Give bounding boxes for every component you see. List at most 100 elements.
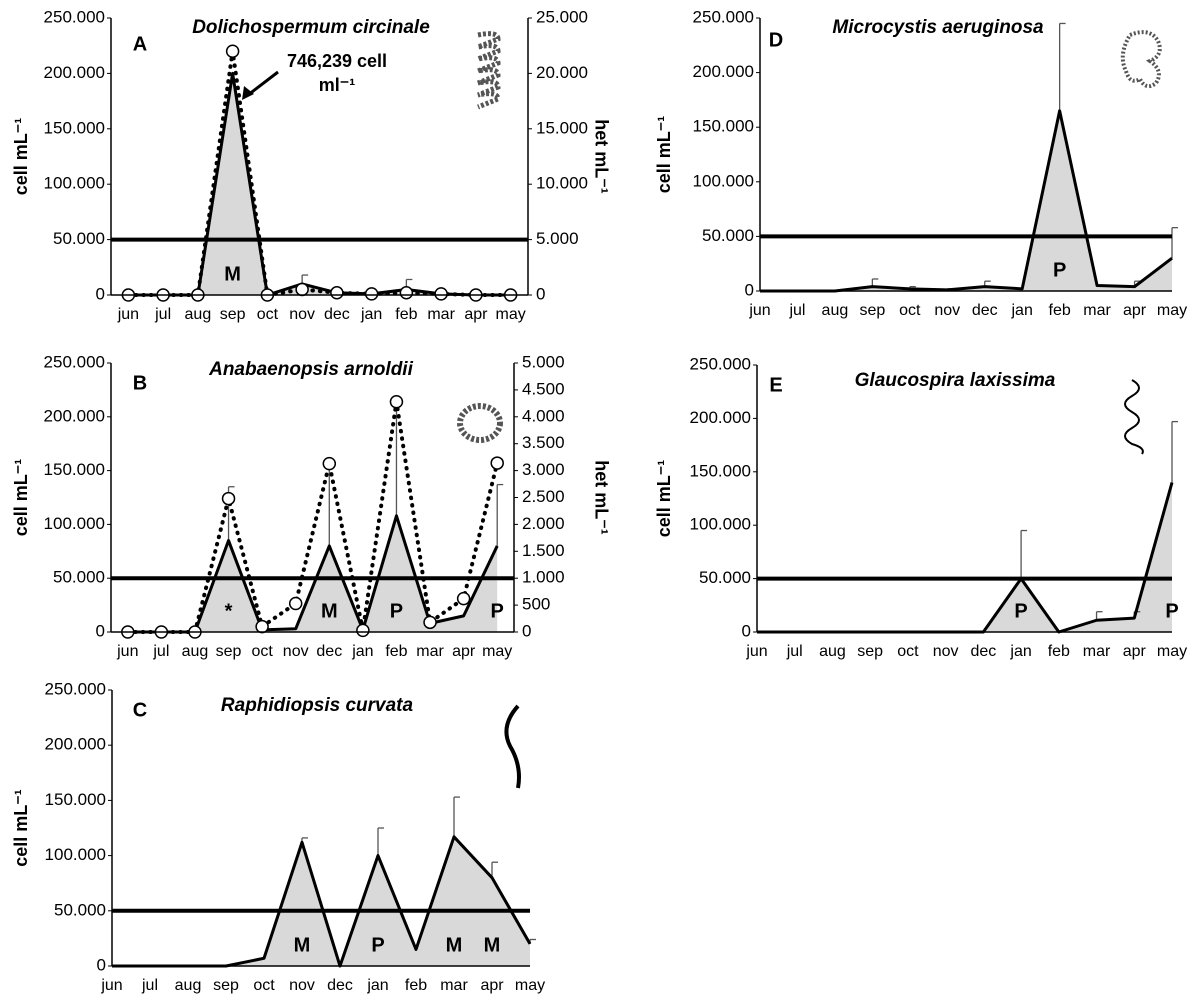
- x-tick-label: jan: [1011, 302, 1033, 319]
- x-tick-label: feb: [395, 306, 417, 323]
- y-tick-label: 250.000: [693, 7, 754, 26]
- chart-title: Microcystis aeruginosa: [832, 17, 1044, 38]
- phase-label: P: [371, 934, 384, 956]
- y2-tick-label: 3.000: [522, 460, 565, 479]
- marker: [295, 282, 309, 297]
- y-axis-label: cell mL⁻¹: [11, 459, 31, 537]
- phase-label: M: [294, 934, 311, 956]
- panel-letter: A: [133, 33, 147, 55]
- x-tick-label: oct: [251, 643, 273, 660]
- y2-tick-label: 4.000: [522, 406, 565, 425]
- phase-label: P: [1014, 600, 1027, 622]
- marker: [423, 615, 437, 630]
- y-tick-label: 250.000: [45, 679, 106, 698]
- y-tick-label: 250.000: [690, 354, 751, 373]
- y-tick-label: 150.000: [45, 790, 106, 809]
- area-fill: [757, 482, 1172, 632]
- phase-label: P: [1053, 259, 1066, 281]
- marker: [399, 286, 414, 300]
- y-tick-label: 150.000: [690, 461, 751, 480]
- x-tick-label: jul: [141, 977, 158, 994]
- x-tick-label: feb: [1048, 643, 1070, 660]
- marker: [225, 44, 240, 58]
- y-tick-label: 0: [96, 621, 105, 640]
- y2-tick-label: 2.000: [522, 514, 565, 533]
- y-tick-label: 0: [745, 280, 754, 299]
- marker: [389, 394, 404, 409]
- y-tick-label: 200.000: [44, 63, 105, 82]
- y-axis-label: cell mL⁻¹: [654, 460, 674, 538]
- chart-title: Glaucospira laxissima: [855, 370, 1056, 391]
- x-tick-label: sep: [857, 643, 883, 660]
- panel-letter: B: [133, 372, 147, 394]
- marker: [255, 619, 269, 634]
- y2-tick-label: 1.000: [522, 568, 565, 587]
- x-tick-label: sep: [216, 643, 242, 660]
- y-tick-label: 50.000: [699, 568, 751, 587]
- y2-tick-label: 5.000: [522, 352, 565, 371]
- y2-tick-label: 3.500: [522, 433, 565, 452]
- panel-letter: C: [133, 699, 147, 721]
- y-tick-label: 200.000: [44, 406, 105, 425]
- y-tick-label: 0: [97, 955, 106, 974]
- x-tick-label: oct: [899, 302, 921, 319]
- y2-tick-label: 15.000: [536, 118, 588, 137]
- x-tick-label: nov: [283, 643, 309, 660]
- phase-label: P: [390, 600, 403, 622]
- phase-label: M: [321, 600, 338, 622]
- ring-icon: [457, 403, 503, 443]
- x-tick-label: dec: [324, 306, 350, 323]
- x-tick-label: mar: [440, 977, 468, 994]
- coil-icon: [477, 31, 501, 110]
- x-tick-label: jun: [748, 302, 770, 319]
- y2-tick-label: 2.500: [522, 487, 565, 506]
- x-tick-label: jan: [360, 306, 382, 323]
- area-line: [760, 109, 1173, 293]
- x-tick-label: jul: [786, 643, 803, 660]
- y2-tick-label: 500: [522, 595, 550, 614]
- y-tick-label: 0: [96, 284, 105, 303]
- x-tick-label: may: [515, 977, 545, 994]
- x-tick-label: aug: [182, 643, 209, 660]
- x-tick-label: feb: [405, 977, 427, 994]
- x-tick-label: nov: [933, 643, 959, 660]
- squiggle-icon: [504, 704, 521, 789]
- marker: [322, 456, 337, 471]
- area-line: [128, 71, 511, 297]
- x-tick-label: oct: [253, 977, 275, 994]
- chart-title: Anabaenopsis arnoldii: [208, 359, 413, 380]
- area-line: [757, 482, 1174, 634]
- x-tick-label: jun: [745, 643, 767, 660]
- marker: [434, 287, 448, 301]
- x-tick-label: mar: [1083, 643, 1111, 660]
- y2-tick-label: 25.000: [536, 7, 588, 26]
- marker: [490, 456, 504, 470]
- x-tick-label: aug: [175, 977, 202, 994]
- arrow-head: [242, 86, 254, 100]
- marker: [356, 623, 370, 638]
- x-tick-label: dec: [970, 643, 996, 660]
- x-tick-label: may: [1157, 643, 1187, 660]
- y-tick-label: 150.000: [44, 460, 105, 479]
- marker: [456, 591, 471, 606]
- x-tick-label: nov: [934, 302, 960, 319]
- phase-label: M: [484, 934, 501, 956]
- y-tick-label: 100.000: [44, 174, 105, 193]
- x-tick-label: mar: [427, 306, 455, 323]
- x-tick-label: jun: [100, 977, 122, 994]
- x-tick-label: dec: [327, 977, 353, 994]
- annotation: 746,239 cell: [287, 51, 387, 71]
- marker: [288, 596, 303, 611]
- y-axis-label: cell mL⁻¹: [11, 789, 31, 867]
- panel-letter: D: [769, 29, 783, 51]
- y-tick-label: 200.000: [45, 735, 106, 754]
- x-tick-label: sep: [859, 302, 885, 319]
- x-tick-label: jun: [116, 643, 138, 660]
- x-tick-label: jan: [1009, 643, 1031, 660]
- x-tick-label: apr: [1123, 643, 1147, 660]
- phase-label: P: [491, 600, 504, 622]
- panel-letter: E: [769, 374, 782, 396]
- y-tick-label: 150.000: [44, 118, 105, 137]
- phase-label: P: [1165, 600, 1178, 622]
